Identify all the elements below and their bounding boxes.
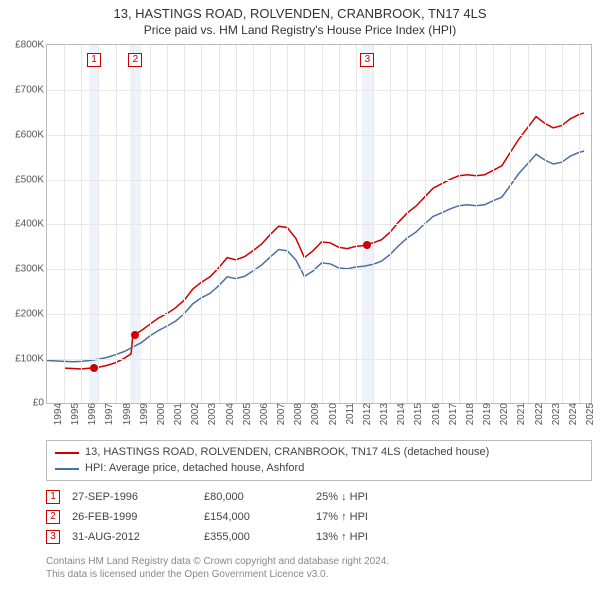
sale-point [90,364,98,372]
sale-marker: 1 [87,53,101,67]
sales-table: 1 27-SEP-1996 £80,000 25% ↓ HPI 2 26-FEB-1999… [46,487,592,547]
x-axis-label: 2002 [187,403,201,425]
x-axis-label: 1996 [84,403,98,425]
sale-marker: 2 [128,53,142,67]
x-axis-label: 1997 [101,403,115,425]
sale-index-box: 2 [46,510,60,524]
legend-item: HPI: Average price, detached house, Ashf… [55,461,583,476]
x-axis-label: 1994 [50,403,64,425]
sale-delta: 17% ↑ HPI [316,511,416,523]
sale-date: 31-AUG-2012 [72,531,192,543]
sale-row: 3 31-AUG-2012 £355,000 13% ↑ HPI [46,527,592,547]
sale-delta: 13% ↑ HPI [316,531,416,543]
x-axis-label: 2024 [565,403,579,425]
series-property [64,113,584,369]
sale-point [131,331,139,339]
legend-label: HPI: Average price, detached house, Ashf… [85,461,304,476]
sale-index-box: 1 [46,490,60,504]
legend: 13, HASTINGS ROAD, ROLVENDEN, CRANBROOK,… [46,440,592,481]
footnote-line: Contains HM Land Registry data © Crown c… [46,555,592,568]
x-axis-label: 2006 [256,403,270,425]
x-axis-label: 2013 [376,403,390,425]
sale-date: 26-FEB-1999 [72,511,192,523]
sale-point [363,241,371,249]
y-axis-label: £200K [15,308,47,319]
x-axis-label: 1998 [119,403,133,425]
x-axis-label: 2021 [513,403,527,425]
legend-swatch [55,468,79,470]
x-axis-label: 2018 [462,403,476,425]
y-axis-label: £400K [15,219,47,230]
x-axis-label: 1999 [136,403,150,425]
y-axis-label: £700K [15,85,47,96]
x-axis-label: 2014 [393,403,407,425]
x-axis-label: 2007 [273,403,287,425]
chart-subtitle: Price paid vs. HM Land Registry's House … [8,23,592,39]
y-axis-label: £800K [15,40,47,51]
x-axis-label: 2022 [531,403,545,425]
x-axis-label: 2025 [582,403,596,425]
price-chart: £0£100K£200K£300K£400K£500K£600K£700K£80… [46,44,592,404]
sale-row: 1 27-SEP-1996 £80,000 25% ↓ HPI [46,487,592,507]
x-axis-label: 2004 [222,403,236,425]
y-axis-label: £100K [15,353,47,364]
chart-title: 13, HASTINGS ROAD, ROLVENDEN, CRANBROOK,… [8,6,592,23]
series-hpi [47,152,584,363]
x-axis-label: 2008 [290,403,304,425]
footnote-line: This data is licensed under the Open Gov… [46,568,592,581]
x-axis-label: 2003 [204,403,218,425]
x-axis-label: 2001 [170,403,184,425]
x-axis-label: 2016 [428,403,442,425]
y-axis-label: £500K [15,174,47,185]
x-axis-label: 2017 [445,403,459,425]
y-axis-label: £300K [15,264,47,275]
legend-item: 13, HASTINGS ROAD, ROLVENDEN, CRANBROOK,… [55,445,583,460]
sale-price: £80,000 [204,491,304,503]
y-axis-label: £0 [33,398,47,409]
sale-price: £355,000 [204,531,304,543]
footnote: Contains HM Land Registry data © Crown c… [46,555,592,581]
y-axis-label: £600K [15,129,47,140]
x-axis-label: 2010 [325,403,339,425]
x-axis-label: 1995 [67,403,81,425]
sale-price: £154,000 [204,511,304,523]
x-axis-label: 2023 [548,403,562,425]
legend-label: 13, HASTINGS ROAD, ROLVENDEN, CRANBROOK,… [85,445,489,460]
sale-date: 27-SEP-1996 [72,491,192,503]
x-axis-label: 2005 [239,403,253,425]
sale-marker: 3 [360,53,374,67]
legend-swatch [55,452,79,454]
x-axis-label: 2012 [359,403,373,425]
sale-index-box: 3 [46,530,60,544]
x-axis-label: 2019 [479,403,493,425]
x-axis-label: 2009 [307,403,321,425]
x-axis-label: 2020 [496,403,510,425]
x-axis-label: 2000 [153,403,167,425]
x-axis-label: 2011 [342,403,356,425]
sale-row: 2 26-FEB-1999 £154,000 17% ↑ HPI [46,507,592,527]
x-axis-label: 2015 [410,403,424,425]
sale-delta: 25% ↓ HPI [316,491,416,503]
